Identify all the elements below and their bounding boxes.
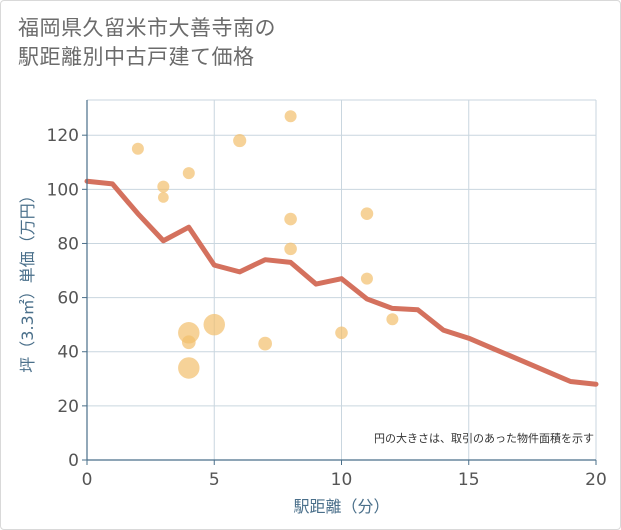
average-line-group (84, 178, 599, 387)
x-tick-label: 20 (585, 470, 607, 490)
y-axis-title: 坪（3.3㎡）単価（万円） (18, 187, 37, 372)
axes (82, 100, 597, 465)
scatter-bubble (233, 134, 247, 148)
scatter-bubble (284, 212, 297, 226)
scatter-bubble (203, 313, 225, 336)
scatter-bubble (182, 167, 195, 180)
bubble-size-note: 円の大きさは、取引のあった物件面積を示す (374, 431, 594, 445)
scatter-bubble (386, 313, 399, 326)
average-price-line (84, 178, 599, 387)
scatter-bubble (284, 110, 297, 123)
y-tick-label: 80 (57, 234, 79, 254)
scatter-bubble (360, 207, 374, 220)
chart-title-line-2: 駅距離別中古戸建て価格 (18, 45, 255, 69)
x-tick-label: 15 (458, 470, 480, 490)
scatter-bubble (131, 142, 144, 155)
y-tick-label: 20 (57, 397, 79, 417)
chart-title-line-1: 福岡県久留米市大善寺南の (18, 16, 276, 40)
y-tick-label: 120 (47, 126, 79, 146)
scatter-bubble (178, 357, 200, 379)
y-tick-label: 0 (68, 451, 79, 471)
tick-labels: 0 20 40 60 80 100 120 0 5 10 15 20 (47, 126, 607, 490)
x-tick-label: 5 (209, 470, 220, 490)
x-axis-title: 駅距離（分） (293, 497, 389, 516)
y-tick-label: 40 (57, 343, 79, 363)
scatter-bubble (181, 335, 196, 350)
scatter-bubble (157, 192, 169, 203)
chart-title: 福岡県久留米市大善寺南の 駅距離別中古戸建て価格 (18, 14, 276, 72)
x-tick-label: 0 (82, 470, 93, 490)
scatter-bubble (157, 180, 170, 193)
x-tick-label: 10 (331, 470, 353, 490)
scatter-bubble (284, 242, 297, 256)
scatter-bubble (360, 272, 373, 285)
y-tick-label: 100 (47, 180, 79, 200)
scatter-bubble (258, 336, 272, 351)
gridlines (87, 99, 597, 460)
y-tick-label: 60 (57, 289, 79, 309)
scatter-bubble (335, 326, 348, 340)
scatter-bubbles (131, 110, 399, 379)
